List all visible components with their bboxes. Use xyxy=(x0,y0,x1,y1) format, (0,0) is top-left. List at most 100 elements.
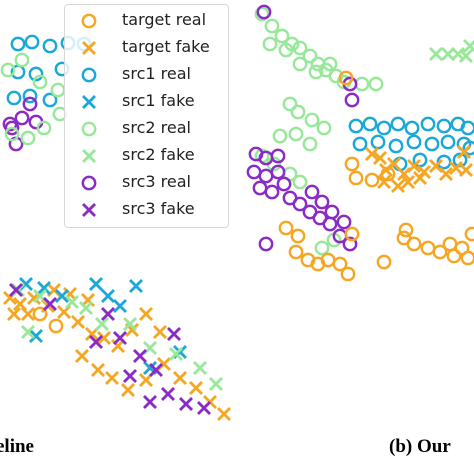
legend-item-src1-fake: src1 fake xyxy=(65,89,230,115)
point-src2-real-1-22 xyxy=(288,126,304,142)
point-src2-real-0-4 xyxy=(4,126,20,142)
point-src3-real-1-20 xyxy=(336,214,352,230)
point-target-real-1-23 xyxy=(464,226,474,242)
point-src2-fake-0-0 xyxy=(11,283,25,297)
point-src2-fake-0-9 xyxy=(21,325,35,339)
point-src1-real-1-14 xyxy=(440,134,456,150)
point-src1-real-1-5 xyxy=(420,116,436,132)
point-src2-real-1-17 xyxy=(282,96,298,112)
point-src3-real-1-3 xyxy=(270,148,286,164)
legend-marker xyxy=(81,67,97,83)
point-src2-fake-0-8 xyxy=(209,377,223,391)
point-target-fake-1-0 xyxy=(373,151,387,165)
point-src2-fake-1-4 xyxy=(463,39,474,53)
legend-marker-shape xyxy=(81,121,97,137)
legend-label: src3 real xyxy=(122,172,191,191)
point-src2-fake-0-1 xyxy=(33,289,47,303)
point-target-fake-1-10 xyxy=(391,179,405,193)
point-src3-real-1-5 xyxy=(258,168,274,184)
point-target-fake-1-1 xyxy=(379,163,393,177)
point-target-fake-1-13 xyxy=(377,175,391,189)
legend: target real target fake src1 real src1 f… xyxy=(64,4,229,228)
point-target-real-1-16 xyxy=(406,236,422,252)
point-src2-real-1-11 xyxy=(368,76,384,92)
legend-marker xyxy=(81,175,97,191)
point-src3-real-1-23 xyxy=(258,236,274,252)
legend-item-src2-fake: src2 fake xyxy=(65,143,230,169)
legend-label: src2 real xyxy=(122,118,191,137)
point-target-fake-1-14 xyxy=(365,147,379,161)
point-src3-real-1-16 xyxy=(342,236,358,252)
point-src3-fake-0-4 xyxy=(133,349,147,363)
legend-label: src1 fake xyxy=(122,91,195,110)
point-src3-fake-0-7 xyxy=(179,397,193,411)
point-src1-fake-0-3 xyxy=(89,277,103,291)
point-src1-real-1-0 xyxy=(348,118,364,134)
point-src2-real-0-5 xyxy=(20,130,36,146)
point-src2-fake-0-3 xyxy=(79,301,93,315)
point-src2-fake-1-2 xyxy=(451,47,465,61)
point-src2-real-1-18 xyxy=(290,104,306,120)
point-target-fake-0-10 xyxy=(153,325,167,339)
point-target-real-1-3 xyxy=(364,172,380,188)
point-target-real-1-24 xyxy=(376,254,392,270)
point-target-fake-0-9 xyxy=(139,307,153,321)
point-src2-real-1-15 xyxy=(308,64,324,80)
point-target-real-1-17 xyxy=(420,240,436,256)
point-src2-real-1-23 xyxy=(302,136,318,152)
legend-item-src2-real: src2 real xyxy=(65,116,230,142)
point-target-fake-1-15 xyxy=(457,145,471,159)
point-src3-real-0-5 xyxy=(4,120,20,136)
point-src2-real-1-19 xyxy=(304,112,320,128)
point-target-real-0-1 xyxy=(32,306,48,322)
point-target-fake-0-16 xyxy=(157,357,171,371)
legend-item-src3-fake: src3 fake xyxy=(65,197,230,223)
point-src2-real-1-13 xyxy=(278,42,294,58)
legend-label: target real xyxy=(122,10,207,29)
point-src2-real-0-1 xyxy=(14,52,30,68)
point-target-fake-0-17 xyxy=(173,371,187,385)
point-target-real-0-0 xyxy=(48,318,64,334)
point-src1-real-1-10 xyxy=(370,134,386,150)
point-src3-real-1-9 xyxy=(276,176,292,192)
legend-marker xyxy=(81,13,97,29)
point-target-fake-0-21 xyxy=(7,307,21,321)
legend-marker xyxy=(82,203,96,217)
point-src2-real-0-3 xyxy=(50,82,66,98)
point-src3-real-1-8 xyxy=(264,184,280,200)
point-src3-real-1-17 xyxy=(304,184,320,200)
point-src1-real-0-8 xyxy=(6,90,22,106)
point-target-fake-0-25 xyxy=(63,287,77,301)
point-src3-fake-0-0 xyxy=(9,283,23,297)
point-target-fake-0-11 xyxy=(75,349,89,363)
point-src2-real-1-21 xyxy=(272,128,288,144)
point-src1-real-0-2 xyxy=(42,38,58,54)
point-src2-real-1-5 xyxy=(302,48,318,64)
point-target-fake-0-13 xyxy=(105,371,119,385)
point-src3-fake-0-12 xyxy=(89,335,103,349)
point-src3-real-1-7 xyxy=(252,180,268,196)
legend-marker-shape xyxy=(82,203,96,217)
point-src1-real-1-12 xyxy=(406,134,422,150)
point-target-fake-0-12 xyxy=(91,363,105,377)
point-src3-fake-0-3 xyxy=(113,331,127,345)
point-target-fake-0-0 xyxy=(13,297,27,311)
point-src3-real-1-14 xyxy=(322,216,338,232)
point-src1-real-1-11 xyxy=(388,138,404,154)
point-src1-real-1-9 xyxy=(352,136,368,152)
point-src1-real-0-6 xyxy=(28,66,44,82)
point-src3-real-1-11 xyxy=(292,196,308,212)
point-target-fake-0-24 xyxy=(47,283,61,297)
point-target-fake-0-3 xyxy=(57,305,71,319)
point-src2-real-1-14 xyxy=(292,56,308,72)
point-src3-fake-0-8 xyxy=(143,395,157,409)
point-src1-real-1-2 xyxy=(376,120,392,136)
point-src3-fake-0-10 xyxy=(197,401,211,415)
point-target-fake-1-9 xyxy=(459,163,473,177)
point-src2-fake-0-4 xyxy=(123,317,137,331)
point-src1-real-1-1 xyxy=(362,116,378,132)
point-src1-real-1-4 xyxy=(404,120,420,136)
point-src2-real-0-0 xyxy=(0,62,16,78)
legend-marker xyxy=(81,121,97,137)
